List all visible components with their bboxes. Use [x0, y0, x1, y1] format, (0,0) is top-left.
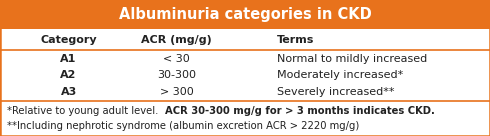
Text: ACR (mg/g): ACR (mg/g): [141, 35, 212, 45]
Text: Moderately increased*: Moderately increased*: [277, 70, 403, 80]
Text: Albuminuria categories in CKD: Albuminuria categories in CKD: [119, 7, 371, 22]
Text: Category: Category: [40, 35, 97, 45]
Text: 30-300: 30-300: [157, 70, 196, 80]
Text: > 300: > 300: [160, 87, 193, 97]
Text: *Relative to young adult level.: *Relative to young adult level.: [7, 106, 165, 116]
Text: < 30: < 30: [163, 54, 190, 64]
Text: **Including nephrotic syndrome (albumin excretion ACR > 2220 mg/g): **Including nephrotic syndrome (albumin …: [7, 121, 360, 131]
Text: Normal to mildly increased: Normal to mildly increased: [277, 54, 427, 64]
Bar: [0, 0, 490, 29]
Text: Terms: Terms: [277, 35, 314, 45]
Text: A1: A1: [60, 54, 77, 64]
Text: ACR 30-300 mg/g for > 3 months indicates CKD.: ACR 30-300 mg/g for > 3 months indicates…: [165, 106, 435, 116]
Text: Severely increased**: Severely increased**: [277, 87, 394, 97]
Text: A2: A2: [60, 70, 77, 80]
Text: A3: A3: [60, 87, 77, 97]
